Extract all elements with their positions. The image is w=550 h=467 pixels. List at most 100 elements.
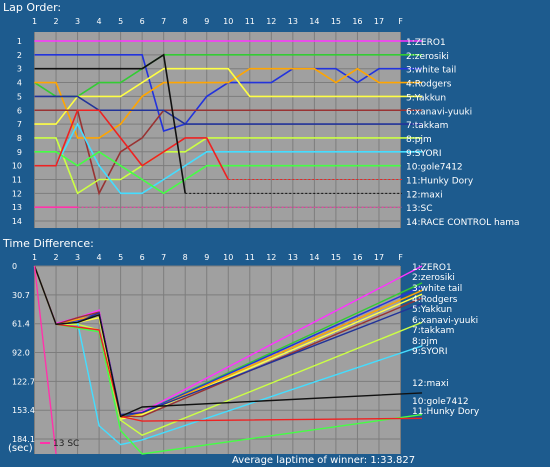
- lap-y-tick: 3: [17, 65, 22, 74]
- time-difference-title: Time Difference:: [3, 237, 94, 250]
- lap-series-label: 7:takkam: [406, 121, 448, 131]
- time-series-label: 5:Yakkun: [412, 305, 452, 315]
- lap-y-tick: 9: [17, 148, 22, 157]
- lap-y-tick: 12: [12, 189, 22, 198]
- sc-legend-label: 13 SC: [53, 439, 79, 449]
- lap-y-tick: 1: [17, 37, 22, 46]
- time-x-tick: 8: [183, 253, 188, 262]
- lap-series-line: [34, 109, 229, 180]
- lap-y-tick: 13: [12, 203, 22, 212]
- time-series-label: 9:SYORI: [412, 347, 447, 357]
- time-x-tick: 7: [161, 253, 166, 262]
- lap-series-label: 1:ZERO1: [406, 38, 446, 48]
- lap-y-tick: 5: [17, 92, 22, 101]
- time-x-tick: 12: [266, 253, 276, 262]
- time-x-tick: 13: [288, 253, 298, 262]
- time-x-tick: 11: [245, 253, 255, 262]
- time-series-label: 2:zerosiki: [412, 273, 455, 283]
- time-series-label: 11:Hunky Dory: [412, 407, 480, 417]
- lap-x-tick: 2: [53, 17, 58, 26]
- time-series-label: 7:takkam: [412, 326, 454, 336]
- lap-series-line: [34, 53, 186, 194]
- time-x-tick: 2: [53, 253, 58, 262]
- lap-x-tick: 12: [266, 17, 276, 26]
- lap-y-tick: 6: [17, 106, 22, 115]
- lap-series-label: 6:xanavi-yuuki: [406, 107, 472, 117]
- time-x-tick: 3: [75, 253, 80, 262]
- lap-y-tick: 7: [17, 120, 22, 129]
- time-x-tick: 14: [309, 253, 319, 262]
- lap-x-tick: 7: [161, 17, 166, 26]
- lap-series-label: 5:Yakkun: [406, 93, 446, 103]
- time-y-tick: 153.4: [12, 406, 35, 415]
- lap-x-tick: 5: [118, 17, 123, 26]
- time-series-label: 12:maxi: [412, 379, 449, 389]
- time-series-label: 1:ZERO1: [412, 263, 452, 273]
- lap-x-tick: 17: [374, 17, 384, 26]
- lap-series-line: [34, 54, 423, 98]
- time-y-tick: 30.7: [12, 291, 30, 300]
- time-y-tick: 0: [12, 262, 17, 271]
- time-x-tick: 6: [140, 253, 145, 262]
- lap-x-tick: 10: [223, 17, 233, 26]
- time-y-tick: 92.0: [12, 348, 30, 357]
- lap-y-tick: 11: [12, 176, 22, 185]
- time-x-tick: 9: [204, 253, 209, 262]
- lap-x-tick: 6: [140, 17, 145, 26]
- average-laptime-text: Average laptime of winner: 1:33.827: [232, 455, 416, 466]
- time-series-label: 10:gole7412: [412, 397, 469, 407]
- lap-x-tick: 1: [32, 17, 37, 26]
- time-x-tick: 5: [118, 253, 123, 262]
- lap-order-title: Lap Order:: [3, 1, 62, 14]
- lap-x-tick: 15: [331, 17, 341, 26]
- lap-series-label: 11:Hunky Dory: [406, 177, 474, 187]
- time-x-tick: 4: [97, 253, 102, 262]
- time-x-tick: F: [398, 253, 403, 262]
- time-series-label: 3:white tail: [412, 284, 462, 294]
- lap-series-label: 14:RACE CONTROL hama: [406, 218, 520, 228]
- lap-series-label: 3:white tail: [406, 66, 456, 76]
- lap-y-tick: 8: [17, 134, 22, 143]
- lap-series-line: [34, 109, 423, 196]
- lap-y-tick: 10: [12, 162, 22, 171]
- time-x-tick: 16: [352, 253, 362, 262]
- time-x-tick: 17: [374, 253, 384, 262]
- time-series-line: [33, 265, 57, 455]
- lap-y-tick: 4: [17, 79, 22, 88]
- lap-x-tick: 3: [75, 17, 80, 26]
- lap-series-label: 8:pjm: [406, 135, 432, 145]
- lap-series-label: 4:Rodgers: [406, 80, 452, 90]
- time-x-tick: 1: [32, 253, 37, 262]
- lap-plot-area: [34, 32, 400, 228]
- lap-x-tick: 8: [183, 17, 188, 26]
- lap-series-label: 13:SC: [406, 204, 432, 214]
- lap-series-label: 2:zerosiki: [406, 52, 449, 62]
- time-y-tick: 61.4: [12, 320, 30, 329]
- lap-series-line: [34, 150, 401, 195]
- lap-series-label: 9:SYORI: [406, 149, 441, 159]
- time-series-label: 8:pjm: [412, 337, 438, 347]
- lap-x-tick: 11: [245, 17, 255, 26]
- lap-series-line: [34, 137, 423, 195]
- lap-series-line: [34, 122, 423, 195]
- time-series-label: 6:xanavi-yuuki: [412, 316, 478, 326]
- time-y-tick: 184.1: [12, 435, 35, 444]
- lap-series-line: [34, 67, 423, 139]
- lap-x-tick: 9: [204, 17, 209, 26]
- time-series-label: 4:Rodgers: [412, 295, 458, 305]
- lap-x-tick: 14: [309, 17, 319, 26]
- time-unit-label: (sec): [8, 443, 33, 454]
- lap-series-label: 10:gole7412: [406, 163, 463, 173]
- lap-y-tick: 14: [12, 217, 22, 226]
- time-y-tick: 122.7: [12, 377, 35, 386]
- lap-x-tick: 13: [288, 17, 298, 26]
- lap-x-tick: 16: [352, 17, 362, 26]
- time-plot-area: [34, 266, 400, 454]
- time-x-tick: 15: [331, 253, 341, 262]
- time-x-tick: 10: [223, 253, 233, 262]
- lap-series-line: [34, 67, 423, 125]
- time-series-line: [33, 265, 423, 418]
- lap-x-tick: F: [398, 17, 403, 26]
